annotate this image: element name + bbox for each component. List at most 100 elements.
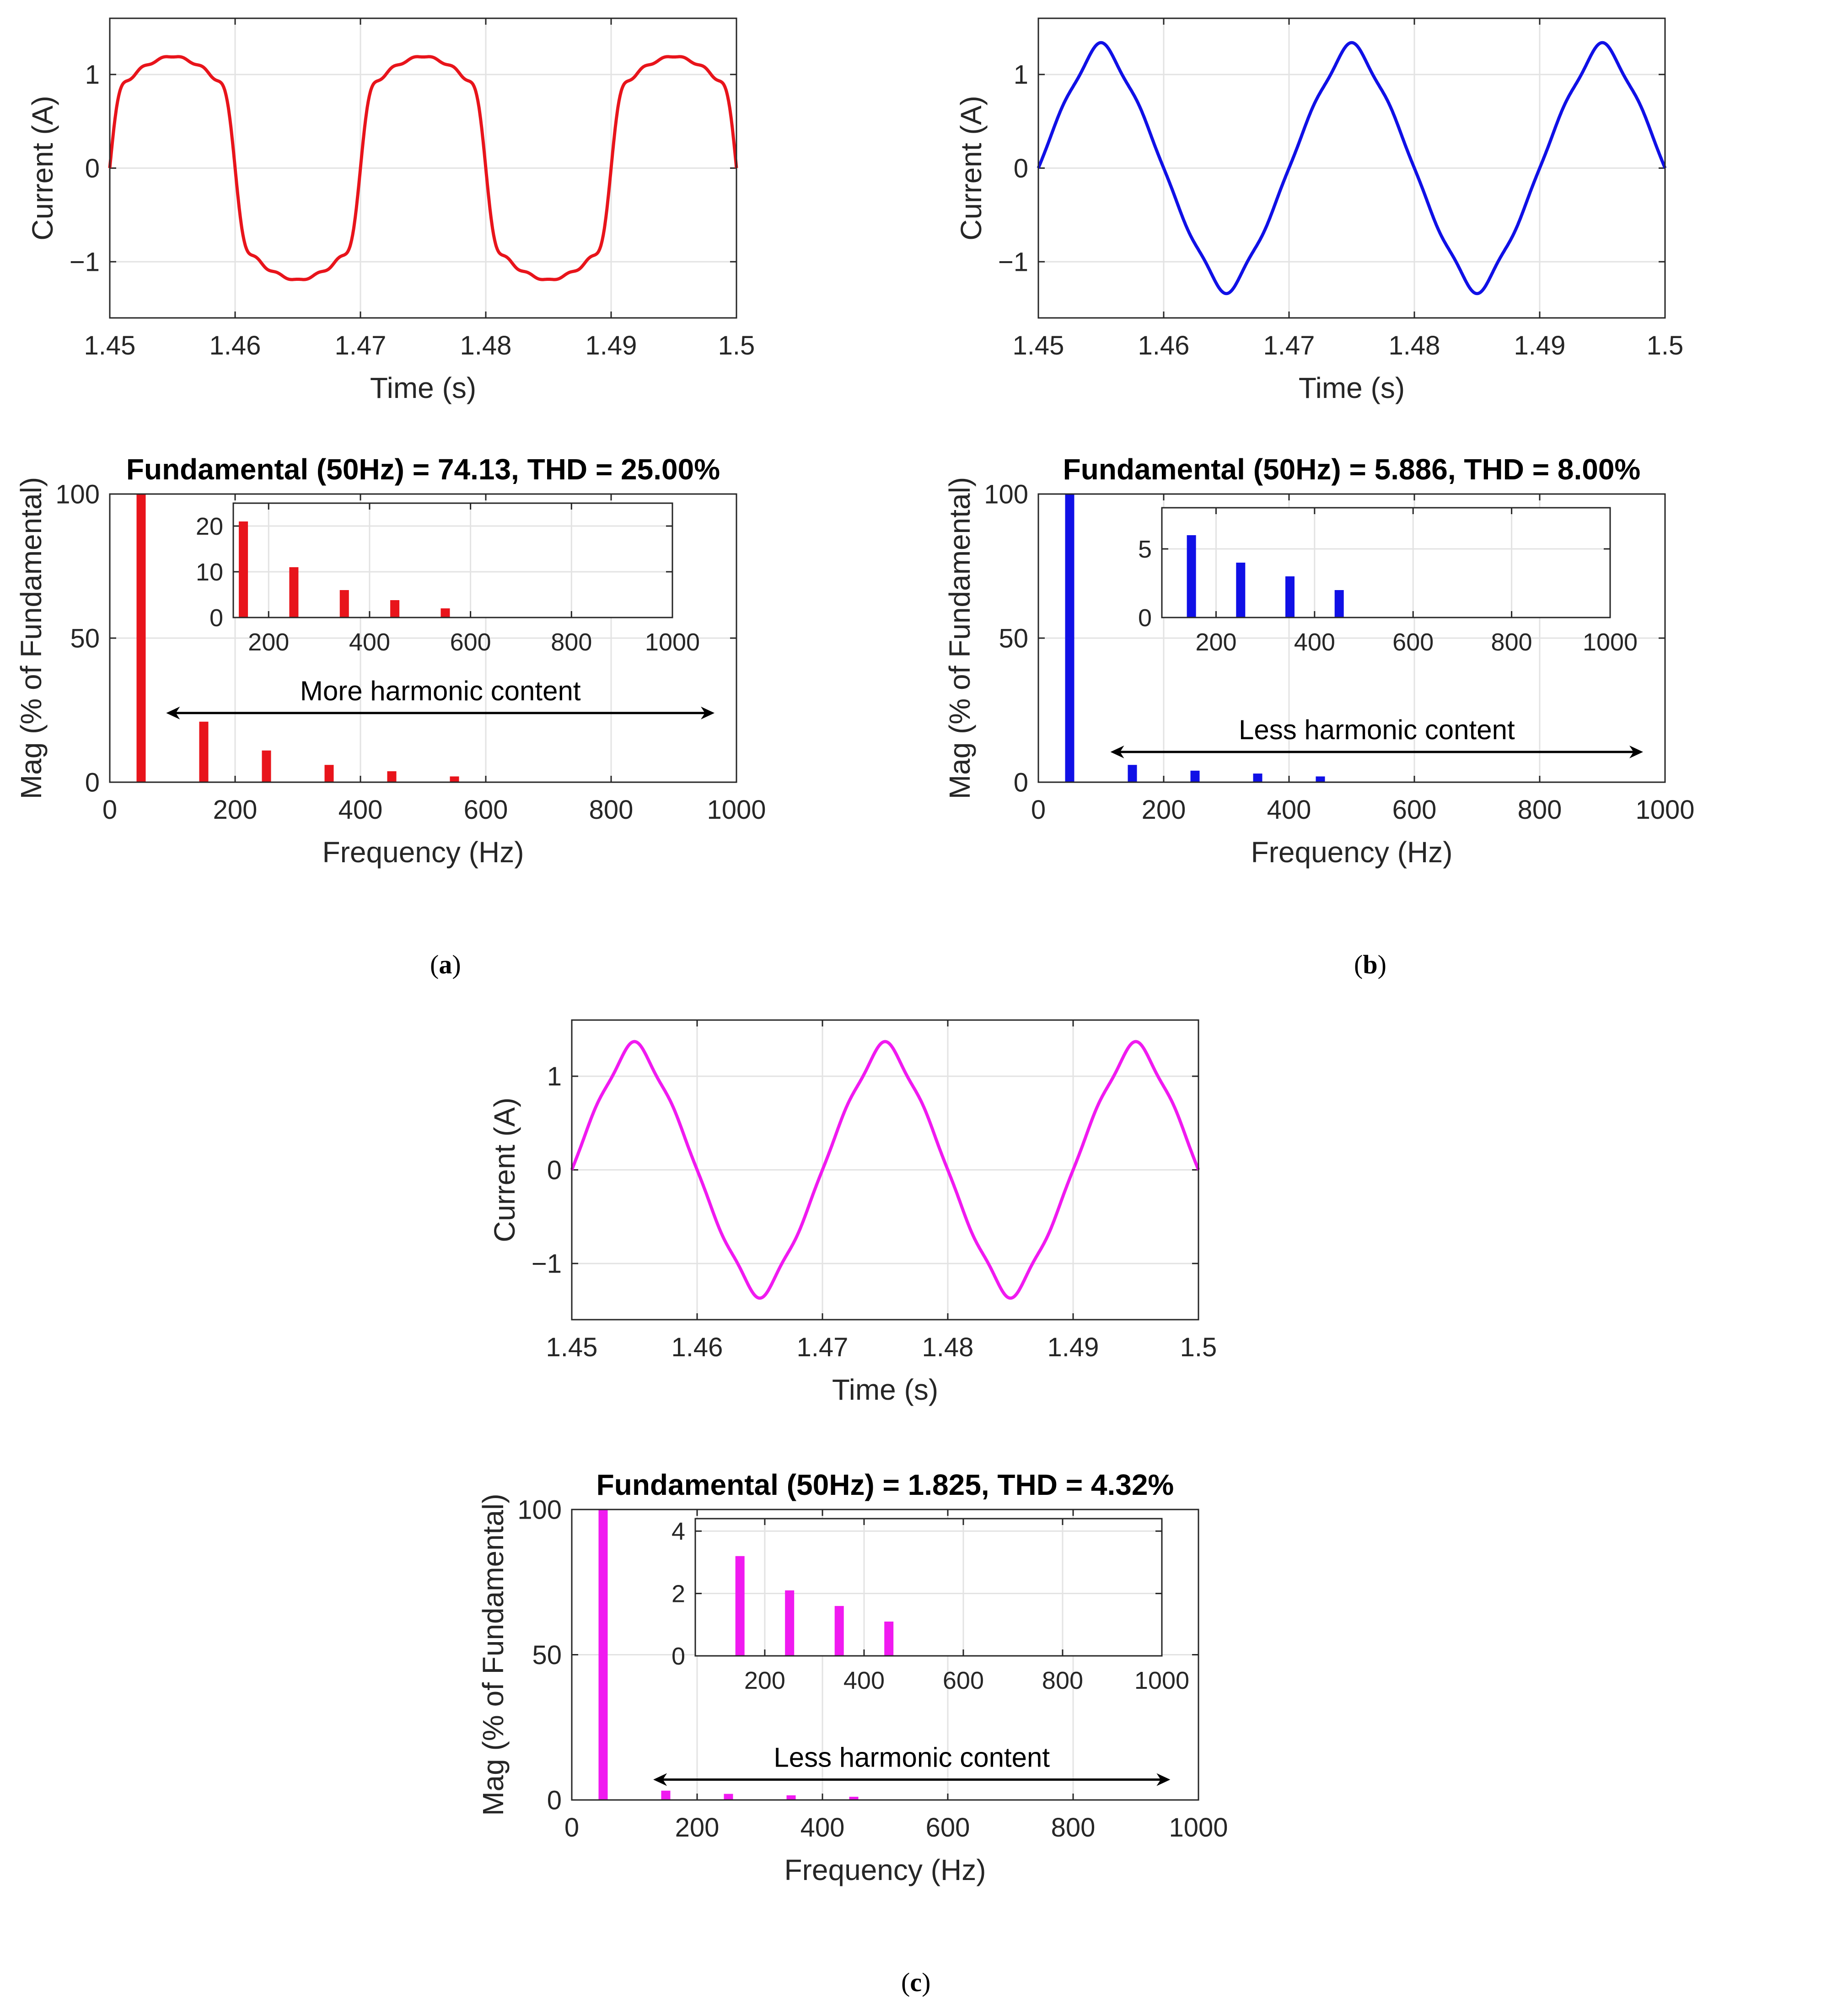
time-plot-c-xtick-label: 1.48 <box>922 1332 974 1362</box>
time-plot-a-ylabel: Current (A) <box>26 96 59 241</box>
time-plot-c-ytick-label: 0 <box>547 1155 562 1185</box>
time-plot-c-ytick-label: −1 <box>532 1249 562 1278</box>
spectrum-plot-a-inset-axes: 200 400 600 800 1000 0 10 20 <box>196 502 700 656</box>
time-plot-a-xtick-label: 1.45 <box>84 331 136 360</box>
time-plot-a-ytick-label: 1 <box>85 60 100 90</box>
time-plot-b-xlabel: Time (s) <box>1299 371 1405 404</box>
time-plot-c-frame <box>571 1019 1199 1321</box>
spectrum-plot-a-inset-xtick-label: 200 <box>248 628 289 656</box>
spectrum-plot-c-xlabel: Frequency (Hz) <box>784 1853 986 1886</box>
time-plot-b-ytick-label: 1 <box>1014 60 1028 90</box>
time-plot-c-xtick-label: 1.46 <box>672 1332 723 1362</box>
time-plot-c-xtick-label: 1.47 <box>797 1332 849 1362</box>
spectrum-plot-c-frame <box>571 1509 1199 1801</box>
spectrum-plot-a-inset-xtick-label: 800 <box>551 628 592 656</box>
spectrum-plot-b-inset-ytick-label: 5 <box>1138 536 1152 563</box>
spectrum-plot-b-inset-bar-450hz <box>1334 590 1344 618</box>
spectrum-plot-c-inset-xtick-label: 1000 <box>1134 1667 1189 1694</box>
time-plot-b-axes: 1.45 1.46 1.47 1.48 1.49 1.5 −1 0 1 Time (s) Curre… <box>955 17 1684 404</box>
spectrum-plot-c-inset-ytick-label: 2 <box>672 1580 685 1608</box>
spectrum-plot-a-inset-xtick-label: 400 <box>349 628 390 656</box>
spectrum-plot-b-inset-xtick-label: 600 <box>1392 628 1434 656</box>
time-plot-c-xtick-label: 1.45 <box>546 1332 598 1362</box>
time-plot-a-xtick-label: 1.46 <box>210 331 261 360</box>
spectrum-plot-a-xtick-label: 800 <box>589 795 634 825</box>
spectrum-plot-b-bar-150hz <box>1128 765 1137 782</box>
spectrum-plot-a-xtick-label: 200 <box>213 795 258 825</box>
spectrum-plot-b-inset-axes: 200 400 600 800 1000 0 5 <box>1138 507 1638 656</box>
spectrum-plot-c-xtick-label: 1000 <box>1169 1813 1228 1842</box>
time-plot-c-ylabel: Current (A) <box>488 1097 521 1242</box>
spectrum-plot-c-arrow-head-left <box>653 1773 667 1786</box>
spectrum-plot-b-ytick-label: 0 <box>1014 768 1028 797</box>
spectrum-plot-a-inset-xtick-label: 1000 <box>645 628 700 656</box>
spectrum-plot-c-ytick-label: 100 <box>517 1495 562 1525</box>
time-plot-a-current-line <box>108 55 738 281</box>
spectrum-plot-a-title: Fundamental (50Hz) = 74.13, THD = 25.00% <box>126 453 720 486</box>
time-plot-a-ytick-label: 0 <box>85 154 100 183</box>
spectrum-plot-a-ylabel: Mag (% of Fundamental) <box>15 477 48 799</box>
spectrum-plot-b-inset-xtick-label: 200 <box>1195 628 1236 656</box>
spectrum-plot-c-inset-plot-area <box>695 1519 1162 1656</box>
spectrum-plot-b-arrow-head-left <box>1110 745 1124 758</box>
caption-c: (c) <box>901 1967 931 1997</box>
time-plot-b-xtick-label: 1.46 <box>1138 331 1190 360</box>
spectrum-plot-c-bar-150hz <box>661 1790 671 1800</box>
time-plot-c-ytick-label: 1 <box>547 1062 562 1091</box>
spectrum-plot-c-ylabel: Mag (% of Fundamental) <box>477 1493 510 1816</box>
spectrum-plot-a-bar-150hz <box>199 721 209 782</box>
caption-b: (b) <box>1354 950 1386 979</box>
spectrum-plot-c-bar-50hz <box>598 1509 608 1800</box>
spectrum-plot-b-inset-ytick-label: 0 <box>1138 604 1152 632</box>
spectrum-plot-a-xtick-label: 600 <box>464 795 508 825</box>
spectrum-plot-a-inset-frame <box>232 502 673 618</box>
spectrum-plot-b-inset-frame <box>1161 507 1611 618</box>
spectrum-plot-b-ytick-label: 50 <box>999 623 1028 653</box>
spectrum-plot-a-ytick-label: 100 <box>55 479 100 509</box>
spectrum-plot-b-inset-bar-350hz <box>1285 576 1295 618</box>
spectrum-plot-b-annotation: Less harmonic content <box>1239 714 1515 745</box>
spectrum-plot-c-inset-frame <box>694 1518 1163 1657</box>
time-plot-b-current-line <box>1037 41 1667 295</box>
spectrum-plot-c-xtick-label: 600 <box>926 1813 970 1842</box>
time-plot-b-ytick-label: −1 <box>998 247 1028 277</box>
spectrum-plot-c-xtick-label: 800 <box>1051 1813 1096 1842</box>
spectrum-plot-b-arrow-head-right <box>1629 745 1644 758</box>
spectrum-plot-a-bar-450hz <box>387 771 397 782</box>
spectrum-plot-c-inset-ytick-label: 4 <box>672 1518 685 1545</box>
spectrum-plot-a-ytick-label: 0 <box>85 768 100 797</box>
spectrum-plot-a-bar-350hz <box>324 765 334 782</box>
spectrum-plot-a-arrow-head-left <box>166 706 180 720</box>
spectrum-plot-a-ytick-label: 50 <box>70 623 100 653</box>
spectrum-plot-c-title: Fundamental (50Hz) = 1.825, THD = 4.32% <box>596 1468 1174 1501</box>
time-plot-a-xtick-label: 1.47 <box>335 331 387 360</box>
time-plot-c-xtick-label: 1.49 <box>1048 1332 1099 1362</box>
spectrum-plot-c-bar-350hz <box>786 1795 796 1800</box>
time-plot-a-xtick-label: 1.5 <box>718 331 755 360</box>
spectrum-plot-a-inset-bar-250hz <box>289 567 299 618</box>
time-plot-a-ytick-label: −1 <box>70 247 100 277</box>
time-plot-b-xtick-label: 1.45 <box>1013 331 1064 360</box>
spectrum-plot-c-xtick-label: 400 <box>800 1813 845 1842</box>
spectrum-plot-b-ytick-label: 100 <box>984 479 1028 509</box>
spectrum-plot-c-ytick-label: 50 <box>532 1640 562 1670</box>
spectrum-plot-a-xtick-label: 400 <box>338 795 383 825</box>
spectrum-plot-a-inset-ytick-label: 10 <box>196 559 223 586</box>
spectrum-plot-a-inset-ytick-label: 0 <box>210 604 223 632</box>
spectrum-plot-c-bar-450hz <box>849 1797 859 1800</box>
spectrum-plot-c-inset-bar-150hz <box>735 1556 745 1656</box>
time-plot-b-ylabel: Current (A) <box>955 96 988 241</box>
spectrum-plot-a-inset-bar-450hz <box>390 600 400 618</box>
spectrum-plot-c-ytick-label: 0 <box>547 1785 562 1815</box>
time-plot-a-xtick-label: 1.48 <box>460 331 512 360</box>
spectrum-plot-a-annotation: More harmonic content <box>300 676 581 706</box>
time-plot-a-xtick-label: 1.49 <box>586 331 637 360</box>
spectrum-plot-c-inset-xtick-label: 800 <box>1042 1667 1083 1694</box>
time-plot-c-current-line <box>570 1040 1200 1300</box>
spectrum-plot-b-inset-xtick-label: 1000 <box>1583 628 1638 656</box>
time-plot-b-xtick-label: 1.5 <box>1647 331 1684 360</box>
spectrum-plot-b-inset-xtick-label: 800 <box>1491 628 1532 656</box>
spectrum-plot-a-inset-xtick-label: 600 <box>450 628 491 656</box>
spectrum-plot-a-bar-50hz <box>136 494 146 782</box>
